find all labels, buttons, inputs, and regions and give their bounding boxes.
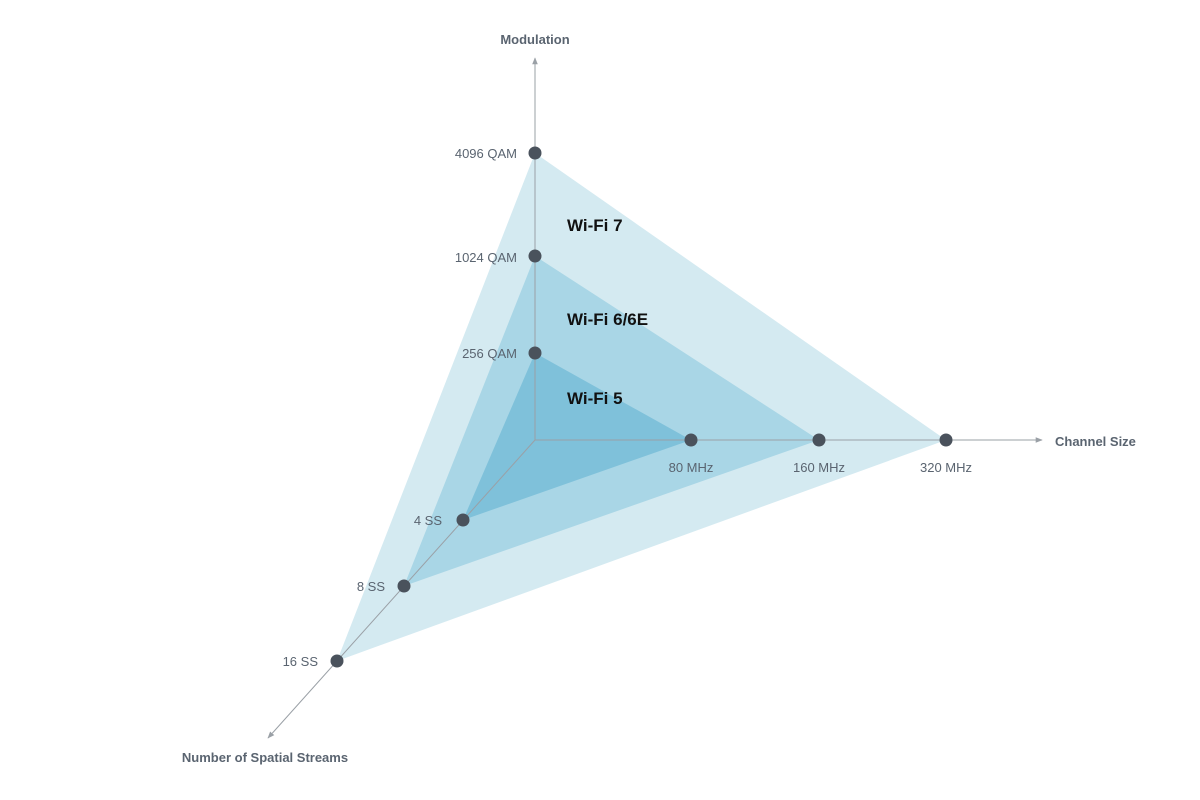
point-8-ss <box>397 579 411 593</box>
label-wifi-5: Wi-Fi 5 <box>567 389 623 408</box>
axis-title-channel-size: Channel Size <box>1055 434 1136 449</box>
point-16-ss <box>330 654 344 668</box>
tick-label-160-mhz: 160 MHz <box>793 460 845 475</box>
tick-label-16-ss: 16 SS <box>283 654 319 669</box>
point-320-mhz <box>939 433 953 447</box>
tick-label-4096-qam: 4096 QAM <box>455 146 517 161</box>
tick-label-8-ss: 8 SS <box>357 579 386 594</box>
generation-areas <box>337 153 946 661</box>
tick-label-1024-qam: 1024 QAM <box>455 250 517 265</box>
point-160-mhz <box>812 433 826 447</box>
tick-label-256-qam: 256 QAM <box>462 346 517 361</box>
label-wifi-6-6e: Wi-Fi 6/6E <box>567 310 648 329</box>
tick-label-320-mhz: 320 MHz <box>920 460 972 475</box>
point-80-mhz <box>684 433 698 447</box>
point-256-qam <box>528 346 542 360</box>
point-1024-qam <box>528 249 542 263</box>
point-4-ss <box>456 513 470 527</box>
tick-label-4-ss: 4 SS <box>414 513 443 528</box>
tick-label-80-mhz: 80 MHz <box>669 460 714 475</box>
label-wifi-7: Wi-Fi 7 <box>567 216 623 235</box>
point-4096-qam <box>528 146 542 160</box>
area-wifi-5 <box>463 353 691 520</box>
data-points <box>330 146 953 668</box>
axis-title-spatial-streams: Number of Spatial Streams <box>182 750 348 765</box>
axis-title-modulation: Modulation <box>500 32 569 47</box>
